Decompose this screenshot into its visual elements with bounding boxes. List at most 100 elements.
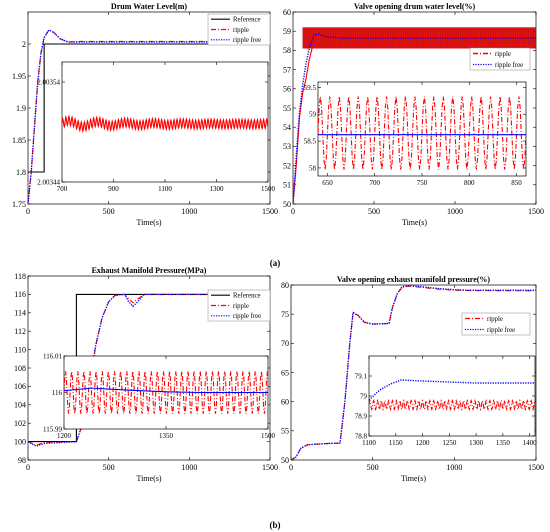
chart-b1-inset-ytick-label: 116.01 — [43, 352, 62, 360]
chart-b1-inset-ytick-label: 115.99 — [43, 425, 62, 433]
chart-a2-legend-label: ripple — [495, 51, 511, 58]
chart-a2-inset-xtick-label: 750 — [417, 179, 428, 187]
caption-b: (b) — [270, 520, 281, 530]
chart-a2-ytick-label: 56 — [283, 85, 291, 94]
chart-b2-inset-xtick-label: 1300 — [469, 439, 484, 447]
chart-b2-inset: 1100 1150 1200 1250 1300 1350 1400 78.8 78.9 79 79… — [355, 355, 538, 447]
chart-b1-inset-xtick-label: 1200 — [57, 432, 72, 440]
chart-b2-legend-label: ripple — [487, 316, 503, 323]
chart-a2-xlabel: Time(s) — [402, 218, 427, 227]
chart-b1-ytick-label: 98 — [18, 456, 26, 465]
chart-b1-inset-ytick-label: 116 — [52, 389, 63, 397]
chart-b1-ytick-label: 116 — [14, 290, 26, 299]
chart-b2-inset-xtick-label: 1250 — [442, 439, 457, 447]
chart-a1-legend-label: ripple free — [233, 37, 261, 44]
chart-a1-ytick-label: 1.85 — [12, 136, 26, 145]
chart-a1-series-reference — [28, 43, 270, 173]
chart-a2: 0 500 1000 1500 50 51 52 53 54 55 56 57 58 59 60 Valve … — [283, 2, 544, 227]
chart-b1-inset-xtick-label: 1350 — [159, 432, 174, 440]
chart-a2-xtick-label: 500 — [368, 207, 380, 216]
chart-a2-inset-series-ripple — [318, 96, 526, 170]
chart-a2-ytick-label: 58 — [283, 46, 291, 55]
chart-a2-inset-xtick-label: 650 — [322, 179, 333, 187]
chart-a1-inset: 700 900 1100 1300 1500 2.00344 2.00354 — [37, 61, 276, 193]
chart-a2-ytick-label: 57 — [283, 65, 291, 74]
chart-b1-ytick-label: 108 — [14, 364, 26, 373]
chart-a2-inset-xtick-label: 800 — [464, 179, 475, 187]
chart-b2-xtick-label: 1500 — [528, 463, 544, 472]
chart-b1-legend-label: ripple free — [233, 313, 261, 320]
chart-a2-inset-ytick-label: 58.5 — [304, 138, 317, 146]
chart-b1-ytick-label: 104 — [14, 401, 26, 410]
chart-b1-xtick-label: 1000 — [181, 463, 197, 472]
chart-a1-xtick-label: 1500 — [262, 207, 278, 216]
chart-a1-ytick-label: 2 — [22, 40, 26, 49]
chart-a1-inset-xtick-label: 900 — [108, 185, 119, 193]
chart-a1-inset-xtick-label: 1100 — [158, 185, 172, 193]
chart-b1-series-ripple-free — [28, 293, 270, 447]
chart-b2-xtick-label: 0 — [289, 463, 293, 472]
chart-a1-inset-xtick-label: 700 — [57, 185, 68, 193]
chart-b2-ytick-label: 70 — [281, 339, 289, 348]
chart-b1-ytick-label: 110 — [14, 345, 26, 354]
chart-b2-ytick-label: 75 — [281, 310, 289, 319]
chart-a1-legend-label: ripple — [233, 27, 249, 34]
chart-a1-legend-label: Reference — [233, 17, 261, 24]
chart-b1-title: Exhaust Manifold Pressure(MPa) — [92, 266, 207, 275]
chart-a2-ytick-label: 53 — [283, 142, 291, 151]
chart-b2-title: Valve opening exhaust manifold pressure(… — [337, 275, 491, 284]
chart-b1-ytick-label: 112 — [14, 327, 26, 336]
chart-a2-inset-frame — [317, 81, 527, 177]
chart-b1-ytick-label: 114 — [14, 309, 26, 318]
chart-b2-series-ripple — [291, 285, 536, 460]
chart-a1-ytick-label: 1.95 — [12, 72, 26, 81]
chart-b2-inset-ytick-label: 78.9 — [355, 412, 368, 420]
chart-b1-xtick-label: 0 — [26, 463, 30, 472]
chart-a1-xtick-label: 500 — [103, 207, 115, 216]
chart-a2-inset: 650 700 750 800 850 58 58.5 59 59.5 — [304, 81, 527, 187]
chart-b2-inset-xtick-label: 1400 — [523, 439, 538, 447]
chart-b1-ytick-label: 118 — [14, 272, 26, 281]
chart-b1-inset-xtick-label: 1500 — [261, 432, 276, 440]
chart-a1: 0 500 1000 1500 1.75 1.8 1.85 1.9 1.95 2 Drum Wate… — [12, 2, 278, 227]
chart-b2-ytick-label: 80 — [281, 281, 289, 290]
chart-a2-ytick-label: 54 — [283, 123, 291, 132]
chart-a2-inset-ytick-label: 59 — [309, 111, 317, 119]
chart-b2-ytick-label: 60 — [281, 397, 289, 406]
chart-a2-series-ripple-free — [293, 33, 536, 204]
chart-b2-inset-frame — [368, 355, 536, 437]
chart-a2-ytick-label: 51 — [283, 181, 291, 190]
chart-b2-inset-ytick-label: 79.1 — [355, 372, 368, 380]
chart-b2-ytick-label: 50 — [281, 456, 289, 465]
chart-b2-legend-label: ripple free — [487, 327, 515, 334]
chart-b2-xtick-label: 1000 — [446, 463, 462, 472]
chart-a2-ytick-label: 55 — [283, 104, 291, 113]
chart-a2-legend-label: ripple free — [495, 62, 523, 69]
chart-b2-ytick-label: 65 — [281, 368, 289, 377]
chart-a2-xtick-label: 0 — [291, 207, 295, 216]
chart-a2-series-ripple — [293, 36, 536, 204]
chart-b2-inset-xtick-label: 1150 — [389, 439, 403, 447]
chart-b1-legend-label: ripple — [233, 303, 249, 310]
chart-b2-ytick-label: 55 — [281, 427, 289, 436]
chart-b1-series-ripple — [28, 293, 270, 446]
chart-a1-inset-xtick-label: 1500 — [261, 185, 276, 193]
chart-b2-xlabel: Time(s) — [401, 474, 426, 483]
chart-a2-title: Valve opening drum water level(%) — [354, 2, 476, 11]
chart-a2-ytick-label: 59 — [283, 27, 291, 36]
chart-b1-xlabel: Time(s) — [136, 474, 161, 483]
chart-b1-legend-label: Reference — [233, 293, 261, 300]
chart-a1-title: Drum Water Level(m) — [111, 2, 187, 11]
chart-b2-inset-xtick-label: 1200 — [416, 439, 431, 447]
chart-b2-inset-series-ripple — [369, 398, 535, 412]
chart-a1-series-ripple — [28, 29, 270, 204]
chart-b2-inset-xtick-label: 1100 — [362, 439, 376, 447]
chart-b1-xtick-label: 500 — [103, 463, 115, 472]
chart-b2-xtick-label: 500 — [367, 463, 379, 472]
chart-b1-ytick-label: 106 — [14, 382, 26, 391]
chart-a1-ytick-label: 1.9 — [16, 104, 26, 113]
chart-b1-inset-series-ripple-free — [64, 387, 268, 394]
chart-a1-inset-series-ripple — [62, 114, 268, 134]
chart-a1-xlabel: Time(s) — [136, 218, 161, 227]
